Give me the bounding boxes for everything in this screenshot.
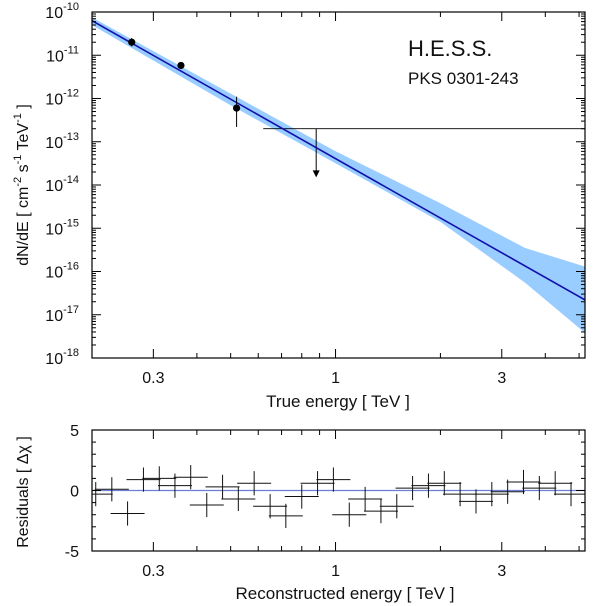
- y-tick-label: 10-12: [45, 88, 79, 109]
- data-point: [128, 38, 136, 46]
- y-tick-label: 10-15: [45, 217, 79, 238]
- y-tick-label: 10-18: [45, 347, 79, 368]
- residuals-panel: 50-5 0.3 1 3 Reconstructed energy [ TeV ] …: [15, 423, 586, 603]
- spectrum-y-tick-labels: 10-10 10-11 10-12 10-13 10-14 10-15 10-16 10-17…: [45, 1, 79, 368]
- spectrum-x-tick-labels: 0.3 1 3: [142, 370, 506, 387]
- confidence-band: [92, 17, 585, 333]
- x-tick-label: 1: [331, 563, 340, 580]
- y-tick-label: -5: [65, 544, 79, 561]
- x-tick-label: 0.3: [142, 370, 164, 387]
- residual-y-tick-labels: 5 0 -5: [65, 423, 79, 561]
- x-tick-label: 1: [331, 370, 340, 387]
- source-name: PKS 0301-243: [408, 69, 519, 88]
- spectrum-ticks: [91, 12, 585, 359]
- residual-x-tick-labels: 0.3 1 3: [142, 563, 506, 580]
- upper-limit-arrowhead: [312, 170, 320, 178]
- top-x-axis-label: True energy [ TeV ]: [266, 392, 410, 411]
- fit-layer: [92, 19, 585, 301]
- y-tick-label: 5: [70, 423, 79, 440]
- data-point: [232, 104, 241, 112]
- y-tick-label: 10-10: [45, 1, 79, 22]
- x-tick-label: 3: [497, 563, 506, 580]
- x-tick-label: 0.3: [142, 563, 164, 580]
- points-layer: [128, 38, 241, 127]
- spectrum-panel: 10-10 10-11 10-12 10-13 10-14 10-15 10-16 10-17…: [12, 1, 586, 411]
- data-point: [177, 61, 185, 70]
- y-tick-label: 10-11: [46, 44, 79, 65]
- top-y-axis-label: dN/dE [ cm-2 s-1 TeV-1 ]: [12, 104, 32, 266]
- chart-title: H.E.S.S.: [408, 36, 492, 61]
- band-layer: [92, 17, 585, 333]
- x-tick-label: 3: [497, 370, 506, 387]
- residual-ticks: [91, 429, 585, 552]
- fit-line: [92, 19, 585, 301]
- y-tick-label: 10-17: [45, 304, 79, 325]
- bottom-x-axis-label: Reconstructed energy [ TeV ]: [236, 584, 455, 603]
- y-tick-label: 10-14: [45, 174, 79, 195]
- upper-limit-layer: [263, 128, 585, 178]
- residual-points-layer: [92, 465, 585, 529]
- y-tick-label: 10-16: [45, 261, 79, 282]
- y-tick-label: 10-13: [45, 131, 79, 152]
- bottom-y-axis-label: Residuals [ Δχ ]: [15, 436, 32, 548]
- y-tick-label: 0: [70, 484, 79, 501]
